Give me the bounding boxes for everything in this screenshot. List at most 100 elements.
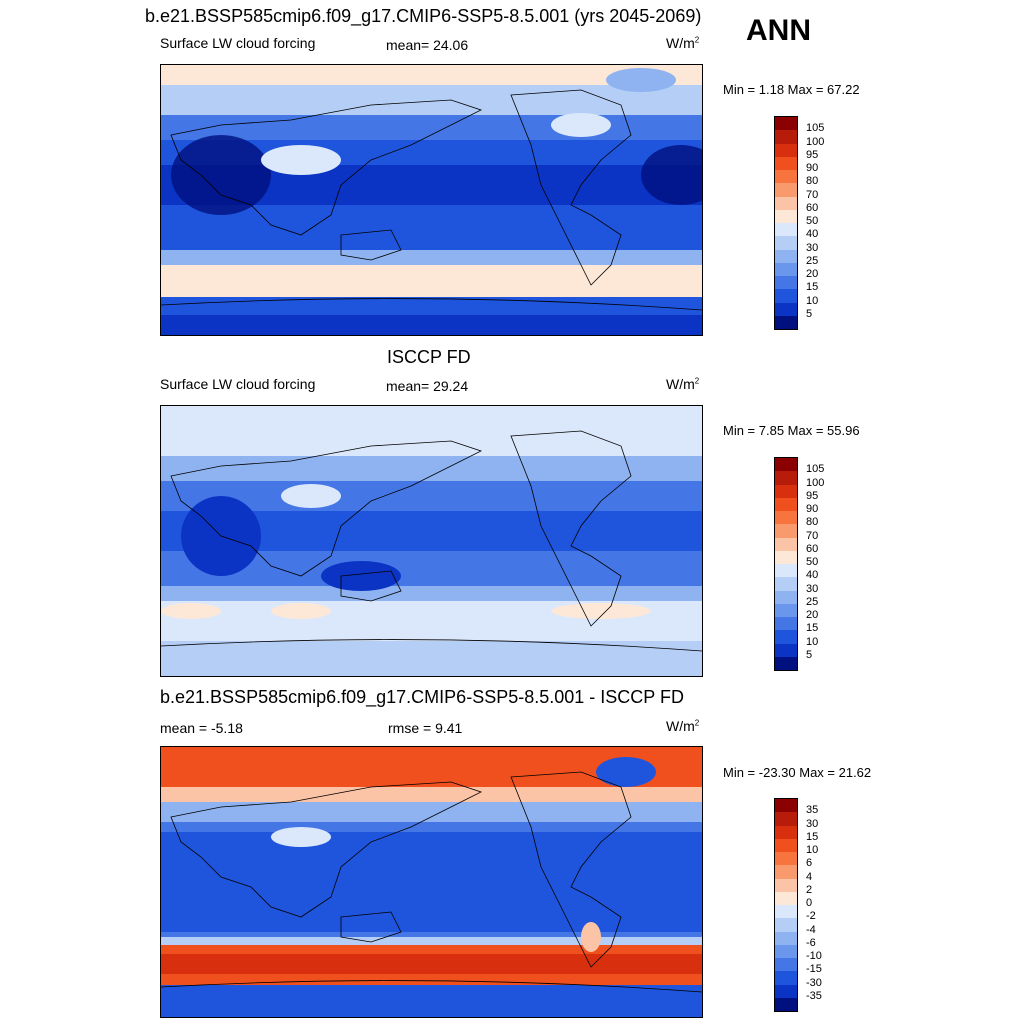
panel1-mean-label: mean= 24.06: [386, 37, 469, 53]
panel1-colorbar: [774, 116, 798, 330]
colorbar-tick-label: 70: [806, 529, 819, 542]
colorbar-swatch: [775, 117, 797, 131]
colorbar-swatch: [775, 971, 797, 985]
colorbar-swatch: [775, 564, 797, 578]
colorbar-swatch: [775, 944, 797, 958]
colorbar-swatch: [775, 799, 797, 813]
panel2-colorbar: [774, 457, 798, 671]
colorbar-tick-label: 105: [806, 122, 825, 135]
colorbar-tick-label: 95: [806, 148, 819, 161]
colorbar-swatch: [775, 577, 797, 591]
panel2-minmax: Min = 7.85 Max = 55.96: [723, 423, 860, 438]
colorbar-swatch: [775, 196, 797, 210]
panel2-map: [160, 405, 703, 677]
colorbar-tick-label: 80: [806, 175, 819, 188]
colorbar-tick-label: 105: [806, 463, 825, 476]
colorbar-tick-label: -30: [806, 976, 822, 989]
colorbar-swatch: [775, 550, 797, 564]
colorbar-swatch: [775, 315, 797, 329]
colorbar-swatch: [775, 603, 797, 617]
colorbar-swatch: [775, 865, 797, 879]
colorbar-tick-label: 15: [806, 622, 819, 635]
colorbar-swatch: [775, 156, 797, 170]
colorbar-tick-label: 10: [806, 294, 819, 307]
colorbar-swatch: [775, 511, 797, 525]
colorbar-swatch: [775, 249, 797, 263]
colorbar-swatch: [775, 471, 797, 485]
panel1-map: [160, 64, 703, 336]
colorbar-tick-label: 60: [806, 201, 819, 214]
colorbar-tick-label: 30: [806, 241, 819, 254]
colorbar-tick-label: 60: [806, 542, 819, 555]
panel1-units: W/m2: [666, 35, 700, 51]
panel1-minmax: Min = 1.18 Max = 67.22: [723, 82, 860, 97]
colorbar-tick-label: 100: [806, 135, 825, 148]
colorbar-tick-label: 70: [806, 188, 819, 201]
panel3-mean-label: mean = -5.18: [160, 720, 243, 736]
colorbar-tick-label: 25: [806, 595, 819, 608]
colorbar-swatch: [775, 236, 797, 250]
colorbar-tick-label: -2: [806, 910, 816, 923]
colorbar-tick-label: 95: [806, 489, 819, 502]
colorbar-tick-label: 80: [806, 516, 819, 529]
colorbar-swatch: [775, 289, 797, 303]
colorbar-swatch: [775, 984, 797, 998]
colorbar-tick-label: 20: [806, 609, 819, 621]
colorbar-tick-label: 10: [806, 635, 819, 648]
panel3-title: b.e21.BSSP585cmip6.f09_g17.CMIP6-SSP5-8.…: [160, 687, 684, 707]
colorbar-tick-label: 4: [806, 870, 813, 883]
colorbar-swatch: [775, 537, 797, 551]
colorbar-tick-label: -6: [806, 936, 816, 949]
colorbar-tick-label: 90: [806, 162, 819, 174]
colorbar-swatch: [775, 878, 797, 892]
colorbar-tick-label: -35: [806, 989, 822, 1002]
panel2-title: ISCCP FD: [387, 347, 471, 367]
panel1-title: b.e21.BSSP585cmip6.f09_g17.CMIP6-SSP5-8.…: [145, 6, 702, 26]
colorbar-swatch: [775, 617, 797, 631]
colorbar-swatch: [775, 170, 797, 184]
panel2-units: W/m2: [666, 376, 700, 392]
colorbar-swatch: [775, 262, 797, 276]
colorbar-tick-label: 100: [806, 476, 825, 489]
colorbar-tick-label: 5: [806, 307, 813, 320]
panel3-colorbar: [774, 798, 798, 1012]
colorbar-tick-label: 0: [806, 897, 813, 909]
colorbar-swatch: [775, 825, 797, 839]
colorbar-swatch: [775, 302, 797, 316]
colorbar-swatch: [775, 276, 797, 290]
colorbar-swatch: [775, 223, 797, 237]
colorbar-tick-label: 5: [806, 648, 813, 661]
colorbar-tick-label: 50: [806, 556, 819, 568]
colorbar-swatch: [775, 143, 797, 157]
colorbar-swatch: [775, 130, 797, 144]
panel3-map: [160, 746, 703, 1018]
panel2-variable-label: Surface LW cloud forcing: [160, 376, 316, 392]
colorbar-swatch: [775, 590, 797, 604]
colorbar-tick-label: 6: [806, 857, 813, 870]
colorbar-swatch: [775, 997, 797, 1011]
colorbar-swatch: [775, 524, 797, 538]
colorbar-tick-label: -15: [806, 963, 822, 976]
colorbar-swatch: [775, 209, 797, 223]
colorbar-swatch: [775, 838, 797, 852]
colorbar-swatch: [775, 905, 797, 919]
colorbar-swatch: [775, 183, 797, 197]
colorbar-tick-label: 35: [806, 804, 819, 817]
colorbar-tick-label: 40: [806, 228, 819, 241]
colorbar-swatch: [775, 931, 797, 945]
colorbar-tick-label: 50: [806, 215, 819, 227]
colorbar-swatch: [775, 656, 797, 670]
colorbar-tick-label: 30: [806, 582, 819, 595]
colorbar-swatch: [775, 497, 797, 511]
panel3-rmse-label: rmse = 9.41: [388, 720, 463, 736]
colorbar-tick-label: 90: [806, 503, 819, 515]
colorbar-swatch: [775, 958, 797, 972]
colorbar-tick-label: -4: [806, 923, 816, 936]
colorbar-swatch: [775, 891, 797, 905]
colorbar-swatch: [775, 852, 797, 866]
colorbar-tick-label: 30: [806, 817, 819, 830]
panel1-variable-label: Surface LW cloud forcing: [160, 35, 316, 51]
colorbar-swatch: [775, 812, 797, 826]
colorbar-tick-label: 20: [806, 268, 819, 280]
colorbar-tick-label: -10: [806, 950, 822, 962]
